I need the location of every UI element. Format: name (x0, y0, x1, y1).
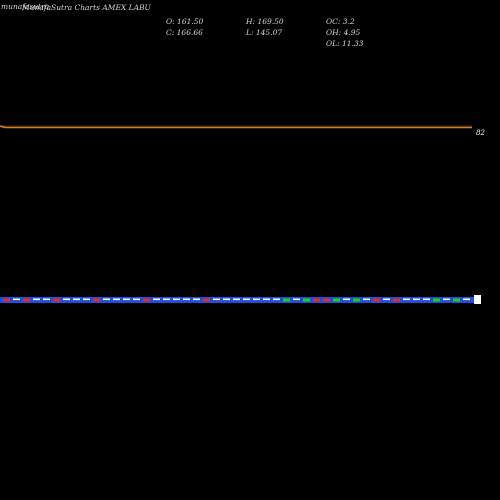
volume-bar (13, 298, 20, 301)
volume-bar (3, 298, 10, 302)
volume-bar (403, 298, 410, 301)
volume-bar (213, 298, 220, 301)
volume-bar (93, 298, 100, 302)
volume-bar (183, 298, 190, 301)
volume-bar (63, 298, 70, 301)
volume-bar (153, 298, 160, 301)
volume-bar (453, 298, 460, 302)
high-value: H: 169.50 (246, 17, 284, 26)
volume-bar (233, 298, 240, 301)
volume-bar (163, 298, 170, 301)
volume-bar (203, 298, 210, 302)
volume-bar (353, 298, 360, 302)
low-value: L: 145.07 (246, 28, 283, 37)
volume-bar (73, 298, 80, 301)
volume-end-marker (474, 295, 481, 304)
volume-bar (33, 298, 40, 301)
oc-value: OC: 3.2 (326, 17, 355, 26)
volume-bar (363, 298, 370, 301)
volume-bar (433, 298, 440, 302)
volume-bar (23, 298, 30, 302)
volume-bar (53, 298, 60, 302)
volume-bar (313, 298, 320, 302)
volume-bar (373, 298, 380, 302)
oh-value: OH: 4.95 (326, 28, 361, 37)
volume-bar (323, 298, 330, 302)
volume-bar (463, 298, 470, 301)
volume-bar (443, 298, 450, 301)
volume-bar (273, 298, 280, 301)
volume-bar (283, 298, 290, 302)
volume-bar (253, 298, 260, 301)
volume-bar (383, 298, 390, 301)
volume-bar (103, 298, 110, 301)
volume-bar (193, 298, 200, 301)
volume-bar (413, 298, 420, 301)
volume-bar (83, 298, 90, 301)
volume-bar (113, 298, 120, 301)
volume-bar (43, 298, 50, 301)
volume-bar (123, 298, 130, 301)
open-value: O: 161.50 (166, 17, 204, 26)
ol-value: OL: 11.33 (326, 39, 364, 48)
volume-bar (343, 298, 350, 301)
volume-bar (243, 298, 250, 301)
volume-bar (393, 298, 400, 302)
last-price-label: 82 (476, 129, 485, 137)
volume-bar (303, 298, 310, 302)
volume-bar (263, 298, 270, 301)
volume-bar (423, 298, 430, 301)
volume-bar (333, 298, 340, 302)
volume-bar (173, 298, 180, 301)
price-line (0, 125, 472, 129)
volume-bar (133, 298, 140, 301)
watermark-text: munafasutra (1, 2, 50, 11)
volume-bar (293, 298, 300, 301)
volume-bar (143, 298, 150, 302)
close-value: C: 166.66 (166, 28, 203, 37)
volume-bar (223, 298, 230, 301)
chart-title: MunafaSutra Charts AMEX LABU (22, 3, 151, 12)
